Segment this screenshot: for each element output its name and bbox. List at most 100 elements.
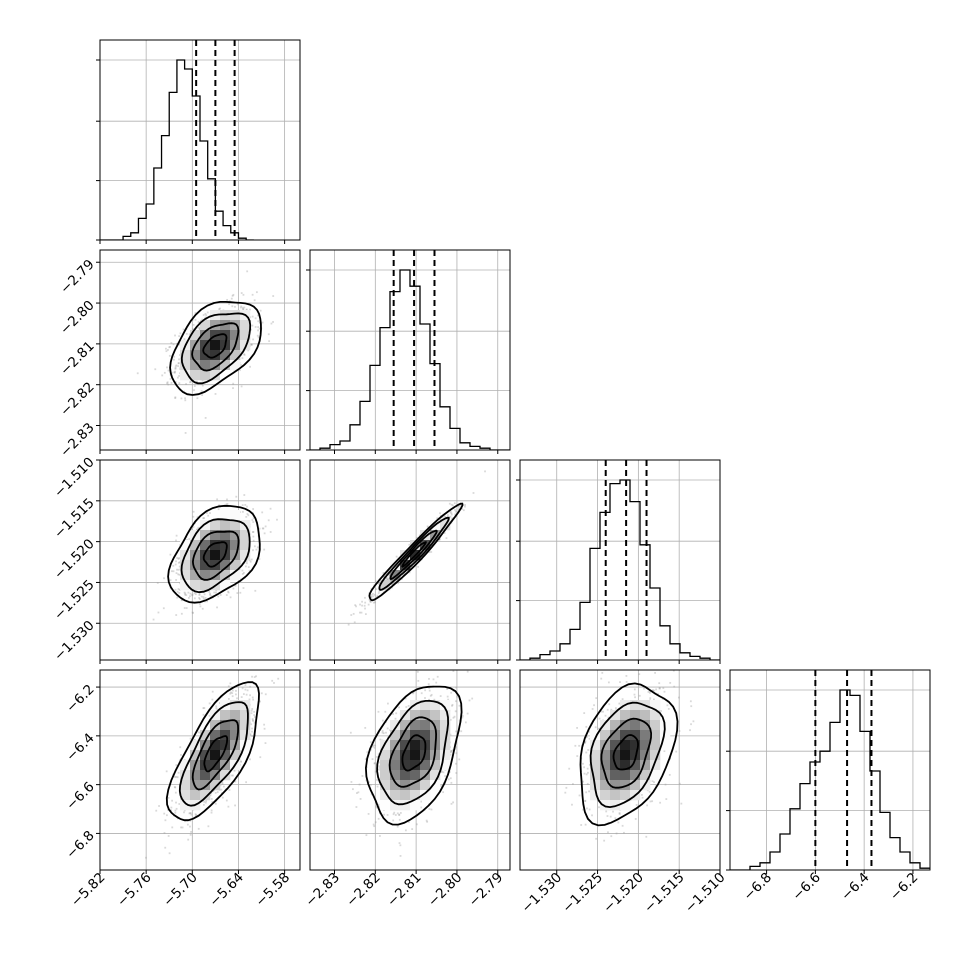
scatter-point bbox=[249, 758, 251, 761]
scatter-point bbox=[209, 592, 212, 595]
scatter-point bbox=[385, 576, 388, 579]
scatter-point bbox=[402, 570, 405, 573]
scatter-point bbox=[251, 324, 254, 327]
scatter-point bbox=[250, 712, 253, 715]
density-cell bbox=[240, 720, 251, 731]
scatter-point bbox=[228, 789, 231, 791]
scatter-point bbox=[180, 826, 182, 829]
scatter-point bbox=[248, 569, 251, 572]
scatter-point bbox=[202, 803, 205, 806]
scatter-point bbox=[196, 380, 198, 383]
scatter-point bbox=[389, 580, 392, 583]
density-cell bbox=[200, 370, 211, 381]
density-cell bbox=[200, 740, 211, 751]
scatter-point bbox=[183, 811, 185, 814]
scatter-point bbox=[173, 358, 175, 361]
tick-label-x: −5.76 bbox=[114, 870, 155, 911]
density-cell bbox=[240, 320, 251, 331]
scatter-point bbox=[167, 796, 170, 799]
panel-frame bbox=[99, 459, 301, 661]
scatter-point bbox=[433, 541, 435, 544]
scatter-point bbox=[251, 343, 253, 346]
scatter-point bbox=[439, 515, 442, 517]
scatter-point bbox=[204, 312, 207, 315]
scatter-point bbox=[181, 599, 184, 602]
scatter-point bbox=[250, 343, 253, 346]
scatter-point bbox=[359, 603, 361, 606]
scatter-point bbox=[244, 684, 247, 686]
density-cell bbox=[210, 530, 221, 541]
scatter-point bbox=[201, 318, 204, 321]
scatter-point bbox=[416, 536, 419, 539]
scatter-point bbox=[217, 508, 220, 511]
scatter-point bbox=[392, 819, 395, 822]
scatter-point bbox=[175, 776, 178, 778]
scatter-point bbox=[196, 516, 199, 519]
density-cell bbox=[200, 540, 211, 551]
scatter-point bbox=[231, 695, 234, 698]
density-cell bbox=[230, 530, 241, 541]
density-cell bbox=[220, 370, 231, 381]
scatter-point bbox=[175, 614, 178, 616]
scatter-point bbox=[444, 515, 447, 518]
scatter-point bbox=[450, 503, 453, 506]
scatter-point bbox=[189, 380, 192, 383]
scatter-point bbox=[253, 545, 256, 548]
scatter-point bbox=[189, 833, 192, 836]
scatter-point bbox=[450, 513, 453, 516]
scatter-point bbox=[189, 737, 192, 740]
scatter-point bbox=[234, 780, 237, 783]
density-cell bbox=[200, 790, 211, 801]
scatter-point bbox=[198, 603, 201, 605]
scatter-point bbox=[216, 791, 219, 793]
tick-label-y: −2.80 bbox=[57, 297, 98, 338]
scatter-point bbox=[256, 546, 259, 549]
scatter-point bbox=[219, 702, 221, 704]
scatter-point bbox=[215, 705, 218, 708]
scatter-point bbox=[464, 505, 466, 508]
density-cell bbox=[220, 740, 231, 751]
scatter-point bbox=[375, 588, 378, 591]
scatter-point bbox=[177, 376, 179, 379]
scatter-point bbox=[183, 591, 186, 594]
scatter-point bbox=[210, 792, 213, 795]
scatter-point bbox=[258, 327, 261, 330]
density-cell bbox=[180, 540, 191, 551]
scatter-point bbox=[354, 604, 357, 607]
scatter-point bbox=[386, 814, 389, 816]
scatter-point bbox=[178, 592, 181, 594]
scatter-point bbox=[376, 594, 379, 597]
scatter-point bbox=[203, 593, 206, 596]
scatter-point bbox=[192, 323, 195, 326]
density-cell bbox=[230, 750, 241, 761]
scatter-point bbox=[193, 389, 195, 392]
histogram-step bbox=[310, 269, 510, 450]
scatter-point bbox=[169, 579, 172, 582]
density-cell bbox=[220, 710, 231, 721]
scatter-point bbox=[179, 332, 182, 335]
scatter-point bbox=[228, 303, 230, 306]
scatter-point bbox=[212, 790, 214, 793]
scatter-point bbox=[152, 618, 155, 621]
scatter-point bbox=[177, 573, 180, 576]
scatter-point bbox=[228, 300, 231, 303]
scatter-point bbox=[174, 370, 177, 373]
density-cell bbox=[210, 750, 221, 761]
scatter-point bbox=[263, 723, 266, 726]
scatter-point bbox=[370, 596, 373, 598]
contour-level bbox=[378, 516, 450, 591]
scatter-point bbox=[250, 723, 253, 726]
scatter-point bbox=[445, 537, 448, 540]
scatter-point bbox=[203, 707, 206, 709]
scatter-point bbox=[157, 611, 160, 614]
scatter-point bbox=[350, 614, 353, 616]
density-cell bbox=[210, 550, 221, 561]
scatter-point bbox=[277, 677, 280, 680]
scatter-point bbox=[174, 588, 177, 591]
scatter-point bbox=[408, 543, 411, 546]
scatter-point bbox=[176, 776, 179, 779]
panel-3-0: −6.8−6.6−6.4−6.2−5.82 −5.76 −5.70 −5.64 −5.5… bbox=[63, 669, 301, 911]
scatter-point bbox=[169, 346, 171, 348]
scatter-point bbox=[195, 814, 198, 816]
scatter-point bbox=[390, 580, 393, 583]
